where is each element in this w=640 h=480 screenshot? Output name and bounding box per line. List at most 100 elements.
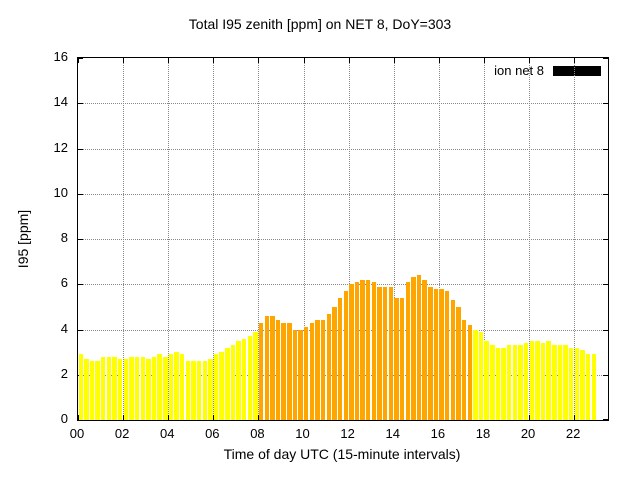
x-tick-label: 22 <box>565 426 581 441</box>
y-tick-mark <box>603 58 608 59</box>
x-tick-label: 10 <box>295 426 310 441</box>
bar <box>557 345 563 420</box>
x-tick-mark <box>483 58 485 63</box>
bar <box>490 345 495 420</box>
bar <box>337 297 343 420</box>
bar <box>461 320 467 420</box>
x-axis-label: Time of day UTC (15-minute intervals) <box>223 446 461 462</box>
bar <box>196 361 202 420</box>
y-gridline <box>78 103 608 105</box>
x-gridline <box>258 58 260 420</box>
y-tick-label: 4 <box>60 320 68 336</box>
bar <box>225 347 230 420</box>
bar <box>574 347 580 420</box>
bar <box>569 347 574 420</box>
y-tick-mark <box>603 103 608 105</box>
y-tick-label: 12 <box>53 139 68 155</box>
bar <box>123 358 129 420</box>
y-tick-label: 0 <box>60 411 68 426</box>
bar <box>275 320 281 420</box>
y-tick-label: 8 <box>60 230 68 245</box>
x-tick-label: 20 <box>520 426 536 441</box>
bar <box>146 358 151 420</box>
bar <box>157 354 162 420</box>
y-tick-mark <box>603 329 608 331</box>
bar <box>247 336 253 420</box>
bar <box>242 338 247 420</box>
x-gridline <box>529 58 531 420</box>
bar <box>523 343 529 420</box>
bar <box>287 322 292 420</box>
bar <box>326 313 332 420</box>
legend-swatch <box>553 65 601 76</box>
x-gridline <box>393 58 395 420</box>
bar <box>208 358 213 420</box>
bar <box>585 354 591 420</box>
bar <box>377 286 382 420</box>
bar <box>191 361 196 420</box>
bar <box>106 356 112 420</box>
x-tick-label: 08 <box>250 426 265 441</box>
bar <box>382 286 388 420</box>
x-tick-label: 00 <box>69 426 85 441</box>
y-gridline <box>78 148 608 150</box>
bar <box>422 279 427 420</box>
bar <box>168 354 174 420</box>
x-tick-mark <box>78 58 79 63</box>
bar <box>304 327 309 420</box>
y-tick-label: 6 <box>60 275 68 291</box>
bar <box>388 286 394 420</box>
bar <box>405 282 410 420</box>
bar <box>484 340 489 420</box>
bar <box>258 322 264 420</box>
bar <box>529 340 534 420</box>
x-tick-mark <box>303 58 305 63</box>
bar <box>134 356 140 420</box>
x-tick-label: 14 <box>385 426 400 441</box>
x-tick-mark <box>348 58 350 63</box>
bar <box>230 345 236 420</box>
bar <box>439 288 444 420</box>
bar <box>507 345 512 420</box>
y-tick-mark <box>78 148 83 150</box>
y-tick-mark <box>603 284 608 286</box>
bar <box>151 356 157 420</box>
bar <box>349 284 354 420</box>
bar <box>456 306 461 420</box>
bar <box>495 347 501 420</box>
y-gridline <box>78 193 608 195</box>
bar <box>101 356 106 420</box>
y-tick-mark <box>603 239 608 240</box>
bar <box>366 279 371 420</box>
y-gridline <box>78 284 608 286</box>
plot-area: ion net 8 <box>77 57 609 421</box>
y-tick-mark <box>78 103 83 105</box>
y-tick-label: 10 <box>53 184 68 200</box>
y-tick-mark <box>603 419 608 420</box>
bar <box>552 345 557 420</box>
legend: ion net 8 <box>494 63 601 78</box>
bar <box>112 356 117 420</box>
bar <box>546 340 551 420</box>
x-tick-label: 12 <box>340 426 355 441</box>
x-gridline <box>168 58 170 420</box>
y-tick-label: 2 <box>60 365 68 381</box>
bar <box>140 356 145 420</box>
x-tick-label: 04 <box>159 426 175 441</box>
x-gridline <box>438 58 440 420</box>
bar <box>264 315 269 420</box>
x-tick-mark <box>168 58 170 63</box>
bar <box>450 300 456 420</box>
y-tick-mark <box>603 193 608 195</box>
bar <box>213 354 219 420</box>
bar <box>360 279 365 420</box>
bar <box>535 340 540 420</box>
bar <box>444 291 450 420</box>
bar <box>580 349 585 420</box>
bar <box>320 320 326 420</box>
x-tick-mark <box>123 58 125 63</box>
y-gridline <box>78 329 608 331</box>
y-tick-mark <box>78 284 83 286</box>
x-gridline <box>483 58 485 420</box>
